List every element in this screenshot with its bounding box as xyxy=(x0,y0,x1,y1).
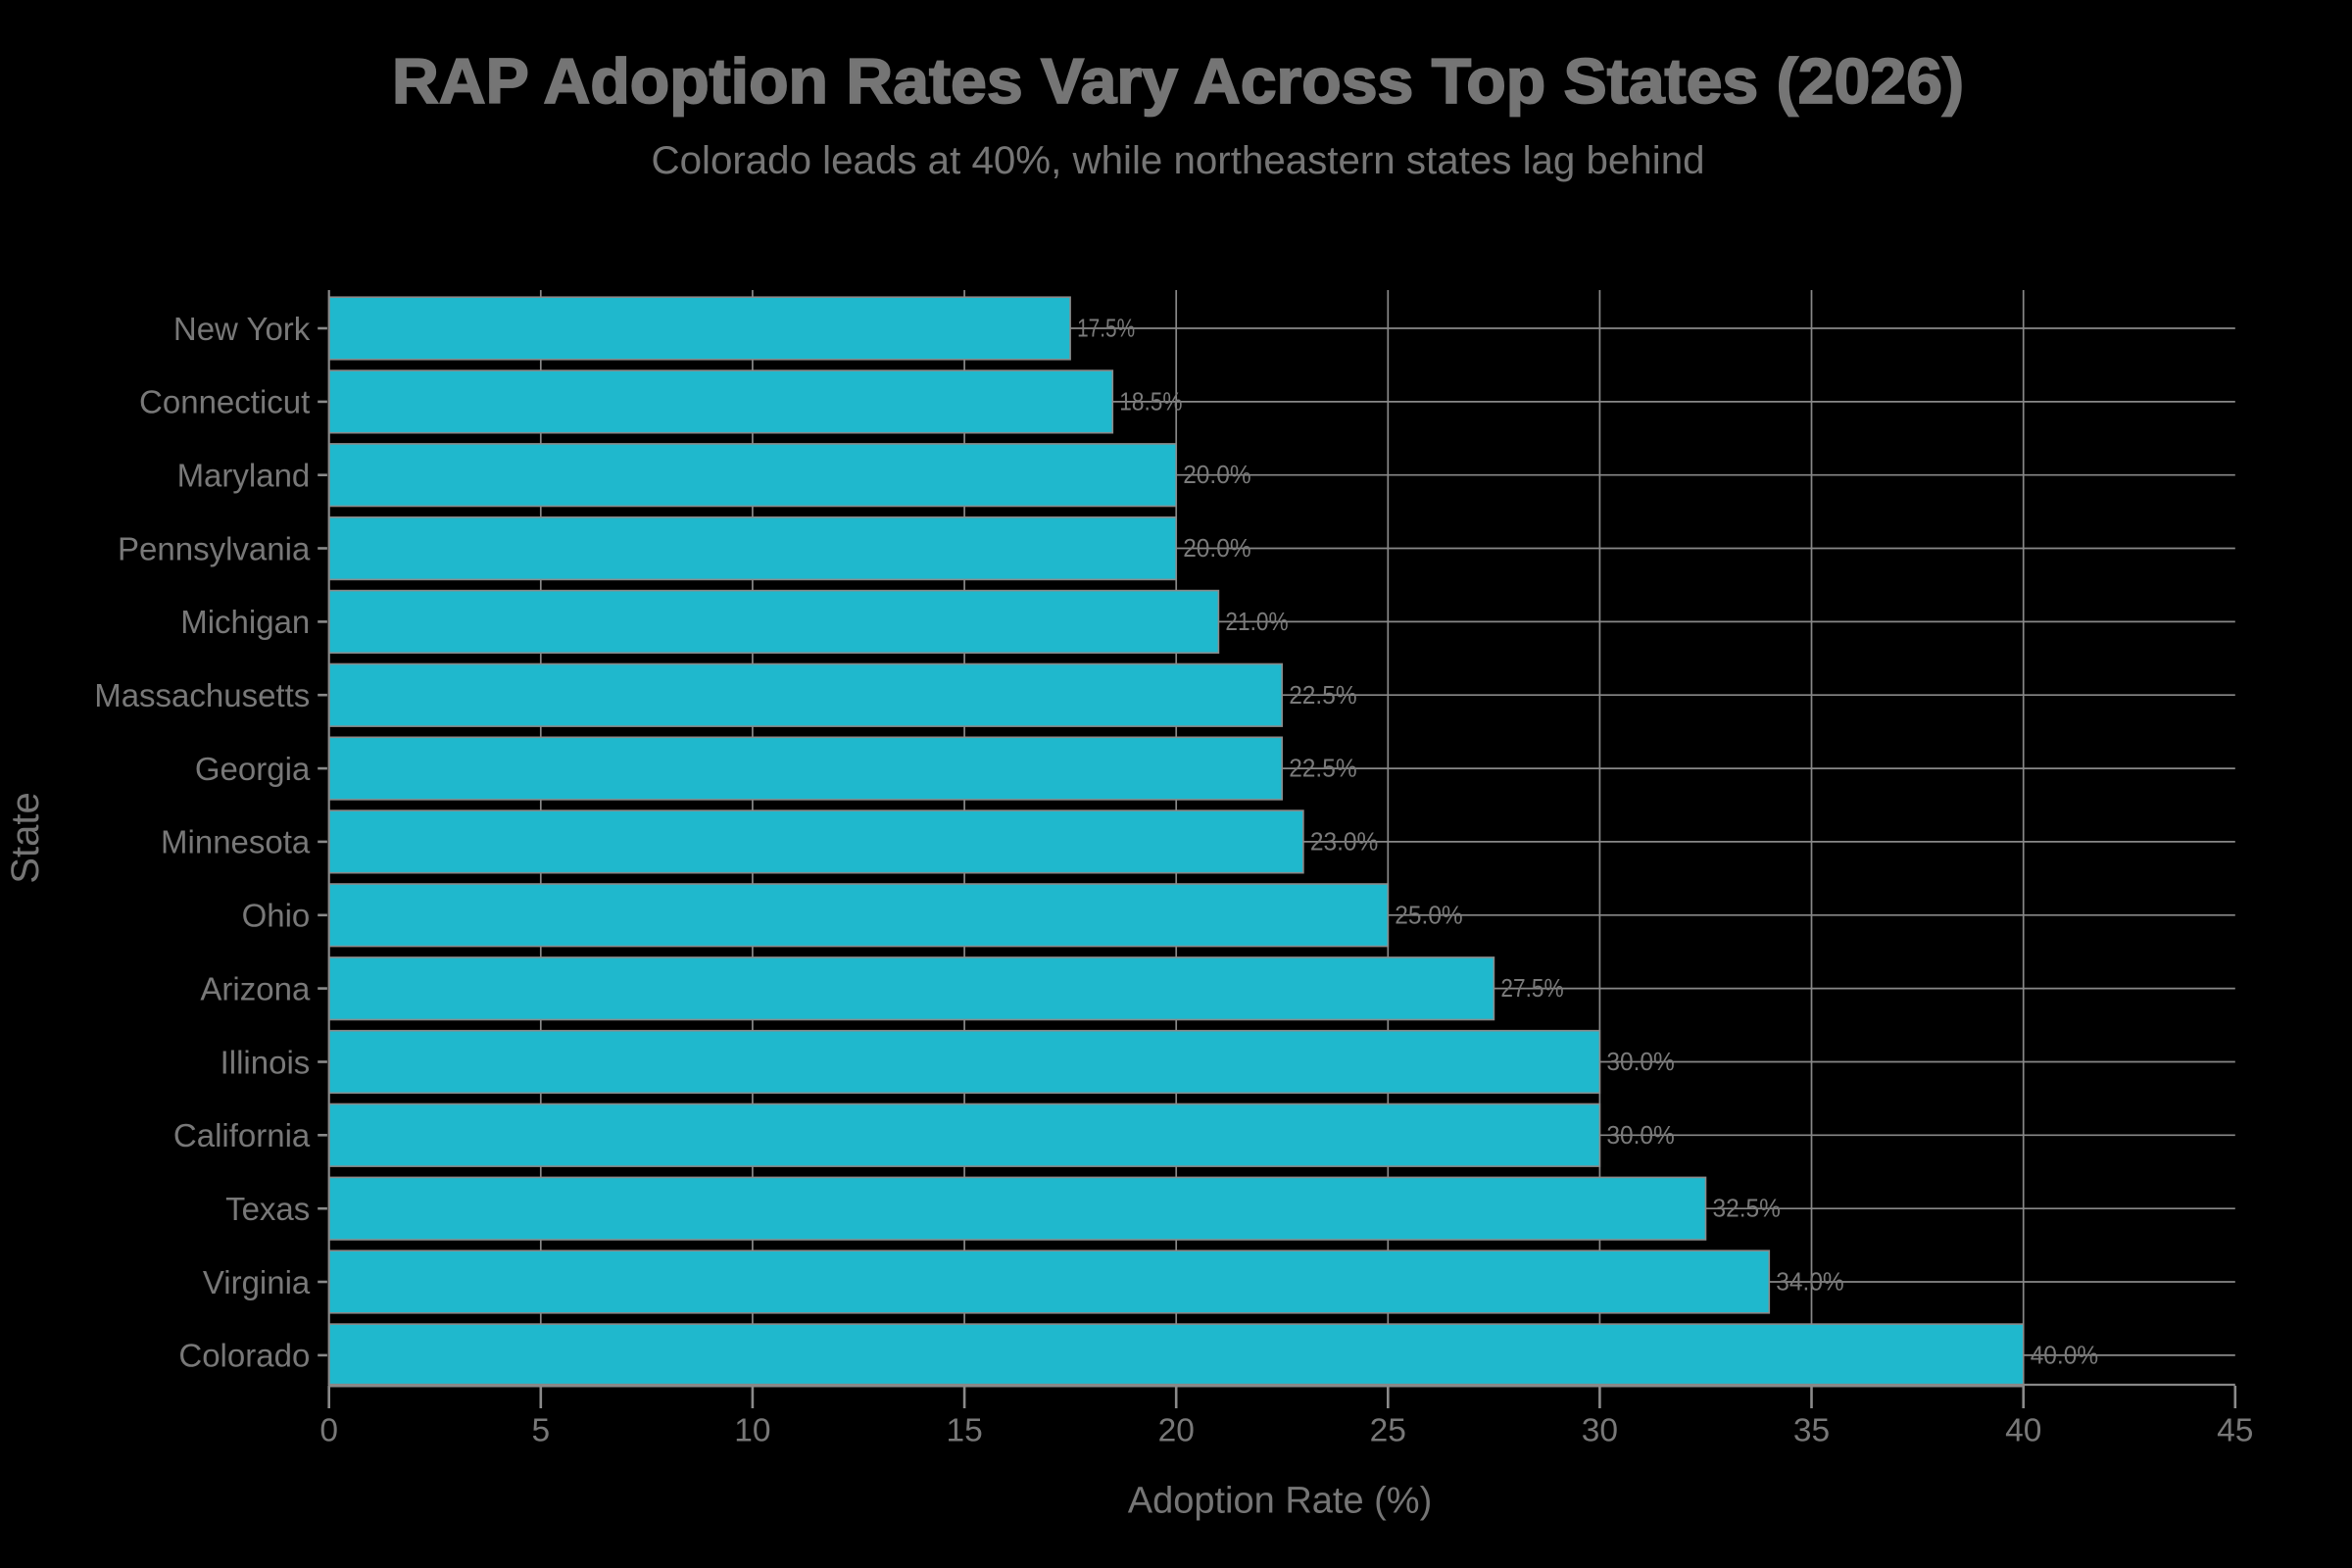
svg-text:Maryland: Maryland xyxy=(177,458,311,494)
svg-text:18.5%: 18.5% xyxy=(1119,386,1182,416)
svg-text:Adoption Rate (%): Adoption Rate (%) xyxy=(1128,1481,1433,1522)
svg-text:15: 15 xyxy=(946,1413,982,1449)
svg-text:32.5%: 32.5% xyxy=(1713,1194,1781,1223)
svg-text:45: 45 xyxy=(2217,1413,2253,1449)
svg-text:20.0%: 20.0% xyxy=(1183,460,1250,489)
svg-text:Colorado: Colorado xyxy=(178,1338,310,1374)
svg-text:Colorado leads at 40%, while n: Colorado leads at 40%, while northeaster… xyxy=(652,139,1705,182)
svg-text:5: 5 xyxy=(531,1413,550,1449)
svg-text:40.0%: 40.0% xyxy=(2031,1340,2098,1369)
svg-text:20.0%: 20.0% xyxy=(1183,533,1250,563)
svg-text:State: State xyxy=(4,792,47,883)
svg-text:Connecticut: Connecticut xyxy=(139,384,310,420)
svg-text:30.0%: 30.0% xyxy=(1606,1047,1674,1076)
svg-text:Illinois: Illinois xyxy=(220,1044,311,1080)
svg-text:23.0%: 23.0% xyxy=(1310,826,1378,856)
svg-text:RAP Adoption Rates Vary Across: RAP Adoption Rates Vary Across Top State… xyxy=(392,45,1964,117)
svg-text:New York: New York xyxy=(173,311,311,347)
svg-text:22.5%: 22.5% xyxy=(1289,680,1356,710)
svg-text:17.5%: 17.5% xyxy=(1077,314,1135,343)
svg-text:30: 30 xyxy=(1582,1413,1618,1449)
svg-text:35: 35 xyxy=(1793,1413,1830,1449)
svg-text:10: 10 xyxy=(734,1413,770,1449)
svg-text:Minnesota: Minnesota xyxy=(161,824,311,860)
svg-text:34.0%: 34.0% xyxy=(1776,1267,1843,1297)
svg-text:21.0%: 21.0% xyxy=(1225,607,1288,636)
svg-text:Arizona: Arizona xyxy=(200,970,311,1006)
svg-text:30.0%: 30.0% xyxy=(1606,1120,1674,1150)
svg-text:20: 20 xyxy=(1158,1413,1195,1449)
svg-text:0: 0 xyxy=(319,1413,338,1449)
svg-text:25.0%: 25.0% xyxy=(1395,900,1462,929)
svg-text:Georgia: Georgia xyxy=(195,751,311,787)
svg-text:Massachusetts: Massachusetts xyxy=(94,677,310,713)
svg-text:California: California xyxy=(173,1117,311,1153)
svg-text:27.5%: 27.5% xyxy=(1500,973,1563,1003)
svg-text:40: 40 xyxy=(2005,1413,2041,1449)
svg-text:Michigan: Michigan xyxy=(180,604,310,640)
svg-text:25: 25 xyxy=(1370,1413,1406,1449)
svg-text:Ohio: Ohio xyxy=(242,898,311,934)
svg-text:22.5%: 22.5% xyxy=(1289,754,1356,783)
svg-text:Pennsylvania: Pennsylvania xyxy=(118,530,311,566)
svg-text:Texas: Texas xyxy=(225,1191,310,1227)
svg-text:Virginia: Virginia xyxy=(203,1264,311,1300)
